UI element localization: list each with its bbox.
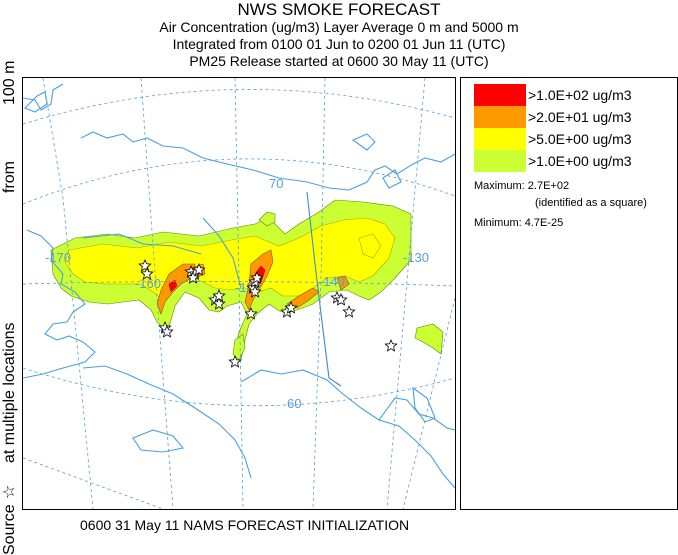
coast-alaska-west xyxy=(23,229,96,379)
maximum-value: 2.7E+02 xyxy=(527,180,570,192)
legend-item-1: >1.0E+02 ug/m3 xyxy=(474,84,674,106)
from-label: from xyxy=(1,161,18,193)
maximum-stat: Maximum: 2.7E+02 xyxy=(474,180,569,193)
coast-island-4 xyxy=(412,386,436,423)
forecast-subtitle-concentration: Air Concentration (ug/m3) Layer Average … xyxy=(159,19,519,35)
legend-label-3: >5.0E+00 ug/m3 xyxy=(528,131,632,147)
maximum-note: (identified as a square) xyxy=(535,197,647,209)
coast-peninsula xyxy=(82,365,252,479)
source-star-marker xyxy=(244,306,258,320)
release-height-label: 100 m xyxy=(1,60,18,105)
maximum-label: Maximum: xyxy=(474,180,525,192)
plume-south-green xyxy=(232,333,246,361)
legend-item-4: >1.0E+00 ug/m3 xyxy=(474,150,674,172)
source-height-label: Source ☆ at multiple locations from 100 … xyxy=(0,45,20,555)
source-star-marker xyxy=(192,262,206,276)
grid-lon-140 xyxy=(312,78,326,509)
minimum-label: Minimum: xyxy=(474,217,522,229)
source-star-marker xyxy=(212,296,226,310)
coast-island-5 xyxy=(132,429,185,453)
legend-label-1: >1.0E+02 ug/m3 xyxy=(528,87,632,103)
state-border xyxy=(306,191,342,387)
grid-lon-170 xyxy=(42,78,94,509)
forecast-subtitle-release: PM25 Release started at 0600 30 May 11 (… xyxy=(189,53,489,69)
forecast-subtitle-integration: Integrated from 0100 01 Jun to 0200 01 J… xyxy=(172,36,506,52)
source-star-marker xyxy=(228,354,242,368)
coastlines xyxy=(23,83,455,489)
coast-island-3 xyxy=(382,169,402,189)
legend-swatch-3 xyxy=(474,128,526,150)
grid-diag-2 xyxy=(402,297,455,509)
multiple-locations-label: at multiple locations xyxy=(1,322,18,463)
source-markers xyxy=(138,258,398,368)
grid-lat-65 xyxy=(23,281,455,287)
legend-label-2: >2.0E+01 ug/m3 xyxy=(528,109,632,125)
legend-item-3: >5.0E+00 ug/m3 xyxy=(474,128,674,150)
source-star-marker xyxy=(250,270,264,284)
minimum-value: 4.7E-25 xyxy=(524,217,564,229)
grid-lat-70 xyxy=(23,158,455,205)
graticule xyxy=(23,78,455,509)
coast-arctic-north xyxy=(80,131,350,191)
smoke-map: 70 60 -170 -160 -150 -140 -130 xyxy=(22,77,456,510)
legend-swatch-2 xyxy=(474,106,526,128)
lon-label-170: -170 xyxy=(45,250,71,265)
source-star-marker xyxy=(160,324,174,338)
smoke-map-svg: 70 60 -170 -160 -150 -140 -130 xyxy=(23,78,455,509)
plume-east-green xyxy=(414,323,444,355)
lon-label-130: -130 xyxy=(403,250,429,265)
legend-label-4: >1.0E+00 ug/m3 xyxy=(528,153,632,169)
coast-bay xyxy=(378,397,455,431)
source-star-marker xyxy=(212,288,226,302)
source-star-marker xyxy=(284,300,298,314)
source-label: Source xyxy=(1,504,18,555)
plume-north-green xyxy=(258,211,276,227)
plume-orange-a xyxy=(156,263,196,315)
source-star-marker xyxy=(342,304,356,318)
forecast-title: NWS SMOKE FORECAST xyxy=(237,0,441,19)
grid-lon-160 xyxy=(140,78,174,509)
source-star-marker xyxy=(138,258,152,272)
grid-diag-1 xyxy=(23,457,164,509)
source-star-marker xyxy=(384,338,398,352)
grid-lat-60 xyxy=(23,367,455,407)
plume-east-yellow xyxy=(358,233,382,259)
lat-label-60: 60 xyxy=(287,396,301,411)
source-star-marker xyxy=(186,270,200,284)
source-star-marker xyxy=(140,266,154,280)
lon-label-160: -160 xyxy=(135,276,161,291)
coast-river-1 xyxy=(82,233,202,255)
plume-orange-c xyxy=(286,287,320,309)
source-star-icon: ☆ xyxy=(1,484,18,499)
grid-lon-150 xyxy=(234,78,244,509)
lat-label-70: 70 xyxy=(269,176,283,191)
grid-lat-75 xyxy=(23,89,455,125)
coast-river-2 xyxy=(202,217,242,289)
coast-island-2 xyxy=(351,133,376,151)
legend-item-2: >2.0E+01 ug/m3 xyxy=(474,106,674,128)
source-star-marker xyxy=(334,292,348,306)
legend-swatch-1 xyxy=(474,84,526,106)
legend-swatch-4 xyxy=(474,150,526,172)
forecast-initialization: 0600 31 May 11 NAMS FORECAST INITIALIZAT… xyxy=(80,517,410,533)
grid-lon-130 xyxy=(386,78,426,509)
coast-canada-north xyxy=(348,153,455,191)
legend-panel: >1.0E+02 ug/m3 >2.0E+01 ug/m3 >5.0E+00 u… xyxy=(460,77,678,510)
coast-south xyxy=(240,369,455,489)
lon-label-140: -140 xyxy=(319,274,345,289)
minimum-stat: Minimum: 4.7E-25 xyxy=(474,217,563,230)
source-star-marker xyxy=(248,284,262,298)
